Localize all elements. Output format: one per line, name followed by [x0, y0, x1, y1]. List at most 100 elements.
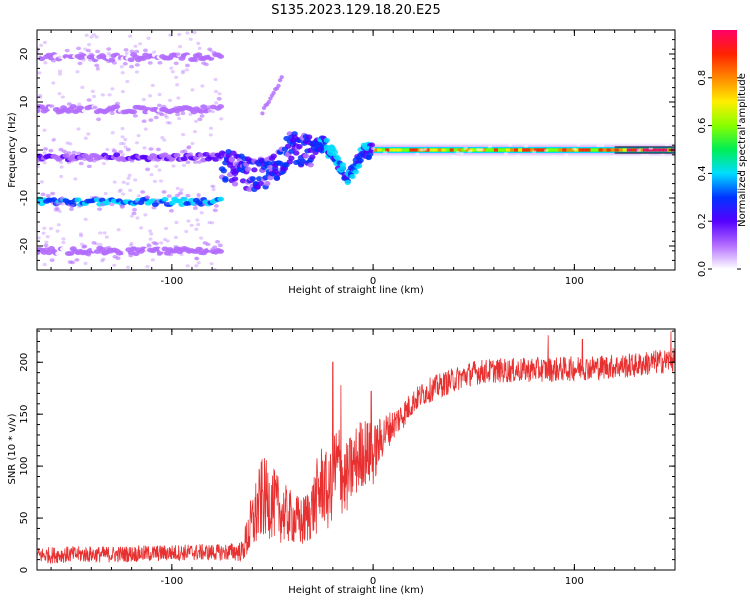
- spectrogram-cell: [293, 150, 300, 156]
- spectrogram-cell: [55, 202, 60, 207]
- spectrogram-cell: [58, 72, 63, 76]
- snr-y-axis-label: SNR (10 * v/v): [7, 413, 18, 484]
- spectrogram-x-axis-label: Height of straight line (km): [288, 285, 424, 296]
- spectrogram-cell: [50, 58, 56, 63]
- spectrogram-cell: [195, 52, 203, 58]
- spectrogram-cell: [214, 101, 219, 105]
- spectrogram-cell: [642, 148, 648, 152]
- spectrogram-cell: [91, 33, 96, 37]
- spectrogram-cell: [469, 148, 475, 152]
- spectrogram-cell: [192, 30, 197, 35]
- spectrogram-cell: [123, 145, 128, 149]
- spectrogram-cell: [42, 40, 47, 45]
- spectrogram-cell: [125, 79, 130, 84]
- spectrogram-cell: [50, 191, 56, 196]
- colorbar-label: Normalized spectral amplitude: [737, 73, 748, 227]
- spectrogram-cell: [475, 148, 480, 152]
- colorbar: 0.0 0.2 0.4 0.6 0.8 Normalized spectral ampl…: [697, 30, 748, 277]
- spectrogram-cell: [143, 213, 148, 217]
- spectrogram-cell: [194, 119, 199, 123]
- spectrogram-cell: [170, 248, 175, 253]
- spectrogram-cell: [75, 70, 80, 74]
- spectrogram-cell: [212, 245, 218, 249]
- spectrogram-cell: [42, 147, 48, 151]
- spectrogram-cell: [538, 148, 544, 152]
- spectrogram-cell: [207, 221, 212, 225]
- spectrogram-cell: [148, 237, 153, 241]
- spectrogram-cell: [220, 168, 227, 174]
- spectrogram-cell: [179, 252, 184, 256]
- spectrogram-band: [37, 145, 225, 172]
- spectrogram-cell: [106, 47, 112, 51]
- spectrogram-cell: [219, 117, 224, 121]
- spectrogram-cell: [134, 70, 139, 74]
- spectrogram-cell: [175, 83, 180, 87]
- spectrogram-cell: [173, 235, 178, 240]
- snr-y-tick-label: 100: [19, 457, 30, 476]
- spectrogram-cell: [180, 196, 188, 202]
- spectrogram-y-tick-label: 10: [19, 96, 30, 109]
- spectrogram-cell: [179, 188, 184, 192]
- spectrogram-cell: [184, 229, 189, 234]
- spectrogram-cell: [187, 152, 193, 156]
- spectrogram-y-tick-label: 20: [19, 48, 30, 61]
- spectrogram-cell: [98, 250, 103, 255]
- spectrogram-cell: [161, 196, 169, 202]
- spectrogram-cell: [582, 148, 588, 152]
- spectrogram-cell: [133, 178, 138, 182]
- spectrogram-cell: [37, 108, 41, 114]
- spectrogram-cell: [112, 180, 117, 184]
- spectrogram-cell: [150, 83, 155, 88]
- spectrogram-cell: [109, 111, 115, 116]
- spectrogram-cell: [675, 148, 680, 151]
- spectrogram-cell: [271, 90, 276, 95]
- spectrogram-cell: [128, 188, 133, 192]
- spectrogram-cell: [121, 192, 126, 196]
- spectrogram-cell: [37, 164, 40, 168]
- spectrogram-cell: [199, 114, 205, 118]
- spectrogram-cell: [130, 109, 138, 115]
- spectrogram-cell: [53, 201, 58, 205]
- spectrogram-cell: [59, 165, 64, 169]
- spectrogram-cell: [147, 61, 153, 65]
- spectrogram-cell: [212, 208, 218, 213]
- spectrogram-cell: [393, 148, 399, 152]
- spectrogram-cell: [217, 104, 225, 109]
- spectrogram-cell: [65, 141, 70, 145]
- spectrogram-cell: [453, 148, 459, 152]
- spectrogram-cell: [163, 237, 168, 242]
- spectrogram-cell: [142, 146, 147, 150]
- spectrogram-cell: [86, 132, 91, 136]
- spectrogram-cell: [441, 148, 447, 152]
- colorbar-tick-label: 0.6: [697, 118, 708, 134]
- spectrogram-cell: [129, 159, 135, 163]
- spectrogram-cell: [170, 70, 175, 74]
- spectrogram-cell: [132, 207, 138, 212]
- spectrogram-cell: [576, 143, 581, 147]
- spectrogram-cell: [96, 196, 101, 200]
- spectrogram-cell: [546, 148, 552, 152]
- spectrogram-cell: [153, 241, 159, 246]
- spectrogram-cell: [212, 109, 220, 115]
- spectrogram-cell: [578, 148, 584, 152]
- snr-series-line: [37, 331, 675, 565]
- spectrogram-cell: [518, 148, 524, 152]
- spectrogram-cell: [119, 65, 124, 69]
- figure-title: S135.2023.129.18.20.E25: [271, 3, 440, 18]
- spectrogram-cell: [141, 97, 146, 102]
- spectrogram-cell: [208, 49, 213, 53]
- spectrogram-cell: [66, 151, 72, 155]
- spectrogram-cell: [189, 153, 194, 158]
- spectrogram-cell: [455, 150, 460, 154]
- spectrogram-cell: [217, 92, 222, 96]
- spectrogram-cell: [614, 148, 620, 152]
- spectrogram-cell: [126, 176, 131, 180]
- spectrogram-cell: [98, 243, 103, 247]
- spectrogram-cell: [266, 99, 272, 104]
- spectrogram-cell: [89, 195, 94, 199]
- spectrogram-cell: [56, 223, 61, 227]
- spectrogram-cell: [165, 201, 170, 206]
- spectrogram-cell: [148, 118, 154, 122]
- spectrogram-cell: [129, 49, 135, 54]
